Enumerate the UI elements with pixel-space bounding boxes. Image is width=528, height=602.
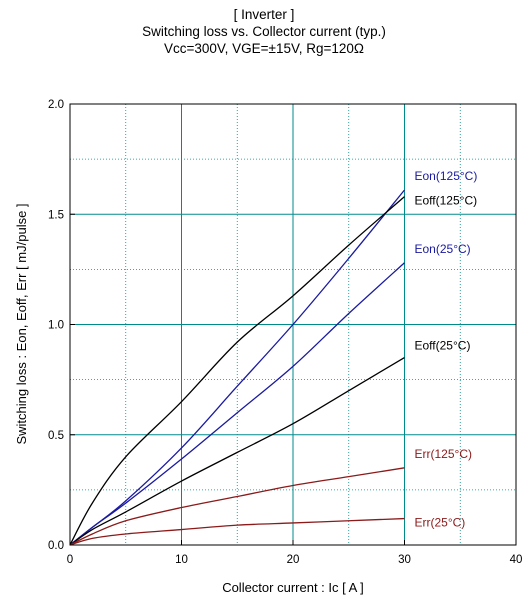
grid bbox=[70, 104, 516, 545]
series-line-3 bbox=[69, 357, 405, 546]
y-tick-label: 2.0 bbox=[48, 99, 64, 111]
x-axis-label: Collector current : Ic [ A ] bbox=[222, 580, 364, 595]
series-label-3: Eoff(25°C) bbox=[415, 339, 471, 353]
tick-labels: 0 10 20 30 40 0.0 0.5 1.0 1.5 2.0 bbox=[48, 99, 522, 566]
series-label-1: Eoff(125°C) bbox=[415, 194, 478, 208]
y-axis-label: Switching loss : Eon, Eoff, Err [ mJ/pul… bbox=[14, 203, 29, 444]
chart-titles: [ Inverter ] Switching loss vs. Collecto… bbox=[0, 6, 528, 57]
y-tick-label: 1.5 bbox=[48, 209, 64, 221]
y-tick-label: 0.0 bbox=[48, 540, 64, 552]
series-lines bbox=[69, 189, 406, 546]
plot-frame bbox=[69, 103, 517, 546]
x-tick-label: 30 bbox=[398, 554, 411, 566]
chart-title: [ Inverter ] bbox=[233, 7, 295, 22]
chart-subtitle: Switching loss vs. Collector current (ty… bbox=[142, 24, 386, 39]
series-line-5 bbox=[69, 517, 405, 546]
series-line-1 bbox=[69, 196, 405, 546]
series-labels: Eon(125°C) Eoff(125°C) Eon(25°C) Eoff(25°C)… bbox=[415, 169, 478, 530]
series-label-2: Eon(25°C) bbox=[415, 242, 471, 256]
x-tick-label: 40 bbox=[510, 554, 523, 566]
y-tick-label: 1.0 bbox=[48, 320, 64, 332]
y-tick-label: 0.5 bbox=[48, 430, 64, 442]
series-line-4 bbox=[69, 467, 405, 546]
series-line-2 bbox=[69, 262, 405, 546]
series-label-5: Err(25°C) bbox=[415, 516, 466, 530]
series-label-0: Eon(125°C) bbox=[415, 169, 478, 183]
x-tick-label: 0 bbox=[67, 554, 73, 566]
x-tick-label: 10 bbox=[175, 554, 188, 566]
x-tick-label: 20 bbox=[287, 554, 300, 566]
chart-conditions: Vcc=300V, VGE=±15V, Rg=120Ω bbox=[163, 41, 365, 56]
series-label-4: Err(125°C) bbox=[415, 447, 472, 461]
